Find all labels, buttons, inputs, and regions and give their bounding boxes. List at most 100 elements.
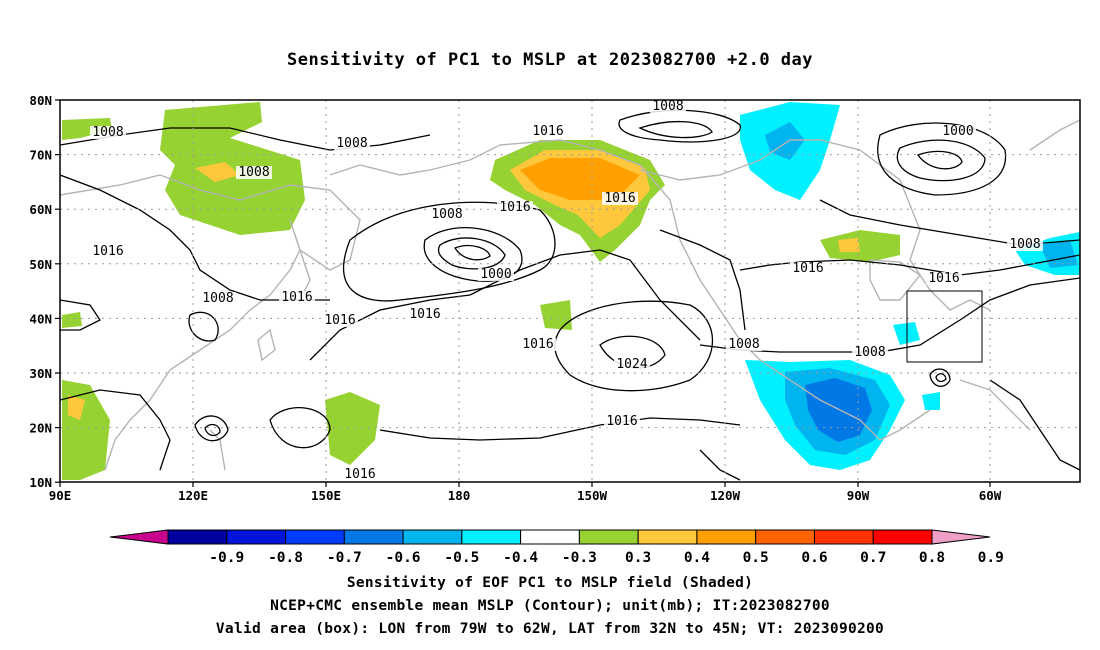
shade-green-pacific (540, 300, 572, 330)
contour-label: 1016 (281, 290, 312, 305)
contour-label: 1016 (324, 313, 355, 328)
contour-label-bg (200, 292, 236, 305)
contour-label-bg (90, 245, 126, 258)
contour-label: 1016 (499, 200, 530, 215)
lat-tick-label: 40N (29, 311, 52, 326)
contour-label-bg (940, 125, 976, 138)
colorbar-swatch (755, 529, 815, 545)
colorbar-label: 0.7 (860, 550, 886, 566)
shade-green-small (62, 312, 82, 328)
contour-label-bg (520, 338, 556, 351)
colorbar-swatch (226, 529, 287, 545)
colorbar-label: 0.9 (978, 550, 1004, 566)
colorbar-swatch (578, 529, 639, 545)
contour-label-bg (279, 291, 315, 304)
colorbar-label: -0.9 (209, 550, 244, 566)
lat-tick-label: 10N (29, 475, 52, 490)
lon-tick-label: 150W (577, 488, 608, 503)
contour-label-bg (604, 415, 640, 428)
lon-tick-label: 120E (178, 488, 208, 503)
shade-green-nw (62, 118, 112, 140)
colorbar-swatch (402, 529, 463, 545)
contour-label: 1008 (238, 165, 269, 180)
colorbar-label: 0.5 (743, 550, 769, 566)
lat-tick-label: 50N (29, 257, 52, 272)
contour-label: 1016 (606, 414, 637, 429)
contour-label-bg (650, 100, 686, 113)
lon-tick-label: 180 (448, 488, 471, 503)
colorbar-label: 0.8 (919, 550, 945, 566)
map-axes: 90E 120E 150E 180 150W 120W 90W 60W 80N 70N 60N 50N… (29, 93, 1001, 503)
contour-label-bg (852, 346, 888, 359)
colorbar-label: -0.8 (268, 550, 303, 566)
contour-label: 1016 (604, 191, 635, 206)
colorbar-swatch (637, 529, 698, 545)
contour-label: 1008 (1009, 237, 1040, 252)
colorbar-swatch (285, 529, 345, 545)
contour-labels: 1008 1008 1016 1008 1016 1016 1016 1008 1000 1016… (90, 99, 1043, 482)
contour-label: 1008 (728, 337, 759, 352)
contour-label-bg (478, 268, 514, 281)
shade-cyan-caribbean (922, 392, 940, 410)
footer-contour-description: NCEP+CMC ensemble mean MSLP (Contour); u… (270, 598, 830, 614)
contour-label: 1016 (532, 124, 563, 139)
contour-label: 1016 (792, 261, 823, 276)
colorbar-label: -0.5 (444, 550, 479, 566)
shade-green-india (62, 380, 110, 480)
contour-label-bg (334, 137, 370, 150)
contour-label-bg (530, 125, 566, 138)
lat-tick-label: 80N (29, 93, 52, 108)
colorbar-swatch (167, 529, 228, 545)
shade-orange-alaska (520, 158, 640, 200)
colorbar-label: 0.6 (801, 550, 827, 566)
contour-label-bg (602, 192, 638, 205)
contour-label: 1016 (92, 244, 123, 259)
lon-tick-label: 60W (979, 488, 1002, 503)
contour-label: 1016 (344, 467, 375, 482)
contour-label: 1008 (652, 99, 683, 114)
shade-yellow-india (68, 395, 85, 420)
contour-label-bg (614, 358, 650, 371)
map-frame (59, 99, 1081, 483)
shade-yellow-canada (838, 238, 860, 252)
footer-valid-area: Valid area (box): LON from 79W to 62W, L… (215, 621, 885, 637)
lon-tick-label: 90W (847, 488, 870, 503)
lon-tick-label: 120W (710, 488, 741, 503)
colorbar-low-extension (109, 529, 169, 545)
contour-label: 1016 (409, 307, 440, 322)
colorbar-label: -0.7 (327, 550, 362, 566)
coastlines (60, 119, 1080, 471)
contour-label-bg (407, 308, 443, 321)
lat-tick-label: 30N (29, 366, 52, 381)
contour-label: 1008 (431, 207, 462, 222)
lon-tick-label: 90E (49, 488, 72, 503)
colorbar-label: 0.3 (625, 550, 651, 566)
colorbar-label: -0.6 (386, 550, 421, 566)
colorbar-swatch (461, 529, 522, 545)
valid-area-box (906, 290, 983, 363)
contour-label: 1000 (942, 124, 973, 139)
contour-label: 1008 (336, 136, 367, 151)
colorbar: -0.9 -0.8 -0.7 -0.6 -0.5 -0.4 -0.3 0.3 0.4 0.5 0.6… (109, 529, 1004, 566)
chart-title: Sensitivity of PC1 to MSLP at 2023082700… (286, 50, 813, 70)
lon-tick-label: 150E (311, 488, 341, 503)
contour-label-bg (322, 314, 358, 327)
colorbar-high-extension (931, 529, 991, 545)
contour-label: 1008 (854, 345, 885, 360)
contour-label: 1016 (522, 337, 553, 352)
contour-label: 1008 (202, 291, 233, 306)
lat-tick-label: 20N (29, 421, 52, 436)
map-area (60, 100, 1080, 482)
graticule (60, 100, 1080, 482)
colorbar-label: -0.3 (562, 550, 597, 566)
contour-label-bg (926, 272, 962, 285)
lat-tick-label: 60N (29, 202, 52, 217)
colorbar-swatch (343, 529, 404, 545)
footer-shading-description: Sensitivity of EOF PC1 to MSLP field (Sh… (346, 575, 754, 591)
shade-yellow-siberia (195, 162, 240, 182)
contour-label: 1000 (480, 267, 511, 282)
colorbar-swatch (520, 529, 580, 545)
colorbar-label: -0.4 (503, 550, 538, 566)
contour-label-bg (236, 166, 272, 179)
